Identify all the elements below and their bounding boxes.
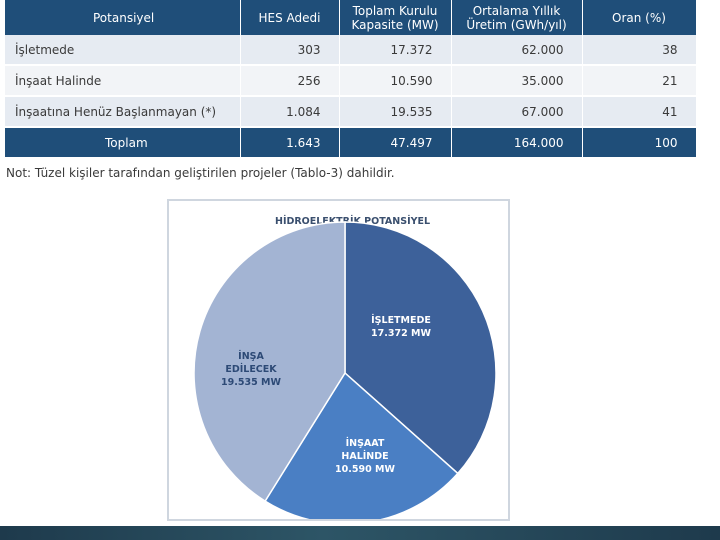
label-operating: İŞLETMEDE 17.372 MW — [371, 315, 431, 339]
header-hes-count: HES Adedi — [240, 0, 340, 35]
cell-hes-count: 256 — [240, 65, 340, 97]
label-under-construction: İNŞAAT HALİNDE 10.590 MW — [335, 438, 395, 475]
cell-production: 67.000 — [451, 96, 583, 128]
label-line: İNŞAAT — [346, 438, 385, 449]
cell-ratio: 21 — [582, 65, 697, 97]
cell-capacity: 17.372 — [339, 35, 452, 66]
cell-hes-count: 1.084 — [240, 96, 340, 128]
header-potential: Potansiyel — [5, 0, 241, 35]
label-to-be-built: İNŞA EDİLECEK 19.535 MW — [221, 351, 281, 388]
label-line: İNŞA — [238, 351, 264, 362]
row-label: İnşaatına Henüz Başlanmayan (*) — [5, 96, 241, 128]
header-capacity: Toplam Kurulu Kapasite (MW) — [339, 0, 452, 35]
table-row: İşletmede 303 17.372 62.000 38 — [5, 35, 697, 66]
cell-production: 35.000 — [451, 65, 583, 97]
cell-hes-count: 303 — [240, 35, 340, 66]
slice-to-be-built — [193, 221, 346, 503]
table-row: İnşaat Halinde 256 10.590 35.000 21 — [5, 65, 697, 97]
potential-table: Potansiyel HES Adedi Toplam Kurulu Kapas… — [5, 0, 697, 159]
pie-chart: HİDROELEKTRİK POTANSİYEL İŞLETMEDE 17.372… — [193, 216, 497, 519]
total-ratio: 100 — [582, 127, 697, 159]
header-production: Ortalama Yıllık Üretim (GWh/yıl) — [451, 0, 583, 35]
label-line: 19.535 MW — [221, 377, 281, 388]
label-line: 10.590 MW — [335, 464, 395, 475]
table-row: İnşaatına Henüz Başlanmayan (*) 1.084 19… — [5, 96, 697, 128]
pie-chart-frame: HİDROELEKTRİK POTANSİYEL İŞLETMEDE 17.372… — [167, 199, 510, 521]
cell-production: 62.000 — [451, 35, 583, 66]
label-line: 17.372 MW — [371, 328, 431, 339]
total-label: Toplam — [5, 127, 241, 159]
cell-ratio: 38 — [582, 35, 697, 66]
header-ratio: Oran (%) — [582, 0, 697, 35]
bottom-bar — [0, 526, 720, 540]
row-label: İşletmede — [5, 35, 241, 66]
row-label: İnşaat Halinde — [5, 65, 241, 97]
label-line: HALİNDE — [341, 451, 388, 462]
cell-capacity: 19.535 — [339, 96, 452, 128]
table-note: Not: Tüzel kişiler tarafından geliştiril… — [6, 166, 395, 180]
slice-operating — [344, 221, 497, 475]
cell-ratio: 41 — [582, 96, 697, 128]
total-capacity: 47.497 — [339, 127, 452, 159]
label-line: İŞLETMEDE — [371, 315, 431, 326]
table-header-row: Potansiyel HES Adedi Toplam Kurulu Kapas… — [5, 0, 697, 35]
table-total-row: Toplam 1.643 47.497 164.000 100 — [5, 127, 697, 159]
cell-capacity: 10.590 — [339, 65, 452, 97]
label-line: EDİLECEK — [225, 364, 277, 375]
potential-table-container: Potansiyel HES Adedi Toplam Kurulu Kapas… — [5, 0, 697, 159]
total-production: 164.000 — [451, 127, 583, 159]
slice-under-construction — [264, 371, 459, 519]
total-hes-count: 1.643 — [240, 127, 340, 159]
